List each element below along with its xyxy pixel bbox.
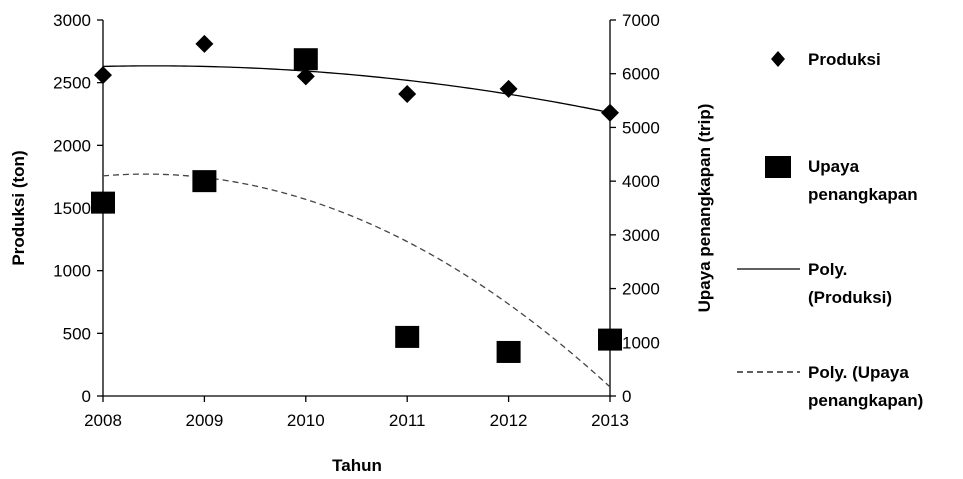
right-y-axis-title: Upaya penangkapan (trip) bbox=[695, 104, 714, 313]
legend-item-upaya: Upaya penangkapan bbox=[765, 156, 918, 204]
x-tick-label: 2011 bbox=[389, 411, 426, 430]
legend-square-symbol bbox=[765, 156, 791, 178]
legend-item-poly-upaya: Poly. (Upaya penangkapan) bbox=[737, 363, 923, 410]
left-y-tick-label: 2500 bbox=[53, 74, 91, 93]
upaya-point bbox=[293, 48, 318, 71]
trendlines bbox=[102, 65, 611, 388]
left-y-axis-title: Produksi (ton) bbox=[9, 150, 28, 265]
produksi-point bbox=[195, 34, 214, 53]
right-y-tick-label: 1000 bbox=[622, 333, 660, 352]
left-y-tick-labels: 0 500 1000 1500 2000 2500 3000 bbox=[53, 11, 91, 406]
right-y-tick-label: 0 bbox=[622, 387, 631, 406]
left-y-tick-label: 2000 bbox=[53, 136, 91, 155]
x-tick-label: 2010 bbox=[287, 411, 325, 430]
right-y-tick-label: 4000 bbox=[622, 172, 660, 191]
right-y-tick-label: 7000 bbox=[622, 11, 660, 30]
x-tick-label: 2009 bbox=[185, 411, 223, 430]
legend-label-upaya-line2: penangkapan bbox=[808, 185, 918, 204]
x-tick-labels: 2008 2009 2010 2011 2012 2013 bbox=[84, 411, 629, 430]
upaya-point bbox=[192, 170, 217, 193]
left-y-tick-label: 0 bbox=[82, 387, 91, 406]
produksi-point bbox=[94, 66, 112, 85]
trendline-poly-produksi bbox=[102, 65, 611, 114]
right-y-tick-label: 6000 bbox=[622, 65, 660, 84]
upaya-point bbox=[598, 328, 622, 351]
data-markers bbox=[91, 34, 622, 363]
upaya-point bbox=[496, 340, 521, 363]
right-y-tick-label: 5000 bbox=[622, 118, 660, 137]
x-tick-label: 2008 bbox=[84, 411, 122, 430]
upaya-point bbox=[91, 191, 115, 214]
left-y-tick-label: 1000 bbox=[53, 262, 91, 281]
legend-label-poly-produksi-line2: (Produksi) bbox=[808, 288, 892, 307]
produksi-point bbox=[398, 84, 417, 103]
legend-label-produksi: Produksi bbox=[808, 50, 881, 69]
trendline-poly-upaya bbox=[102, 173, 611, 388]
axes bbox=[97, 19, 616, 402]
x-tick-label: 2012 bbox=[490, 411, 528, 430]
right-y-tick-labels: 0 1000 2000 3000 4000 5000 6000 7000 bbox=[622, 11, 660, 406]
left-y-tick-label: 1500 bbox=[53, 199, 91, 218]
right-y-tick-label: 3000 bbox=[622, 226, 660, 245]
left-y-tick-label: 3000 bbox=[53, 11, 91, 30]
legend: Produksi Upaya penangkapan Poly. (Produk… bbox=[737, 50, 923, 410]
right-y-tick-label: 2000 bbox=[622, 280, 660, 299]
legend-label-upaya-line1: Upaya bbox=[808, 157, 860, 176]
legend-item-produksi: Produksi bbox=[771, 50, 881, 69]
produksi-point bbox=[601, 103, 619, 122]
legend-label-poly-produksi-line1: Poly. bbox=[808, 260, 847, 279]
produksi-point bbox=[499, 79, 518, 98]
x-tick-label: 2013 bbox=[591, 411, 629, 430]
legend-label-poly-upaya-line1: Poly. (Upaya bbox=[808, 363, 909, 382]
upaya-point bbox=[395, 325, 420, 348]
left-y-tick-label: 500 bbox=[63, 324, 91, 343]
legend-label-poly-upaya-line2: penangkapan) bbox=[808, 391, 923, 410]
produksi-point bbox=[296, 67, 315, 86]
x-axis-title: Tahun bbox=[332, 456, 382, 475]
legend-diamond-symbol bbox=[771, 51, 785, 67]
legend-item-poly-produksi: Poly. (Produksi) bbox=[737, 260, 892, 307]
